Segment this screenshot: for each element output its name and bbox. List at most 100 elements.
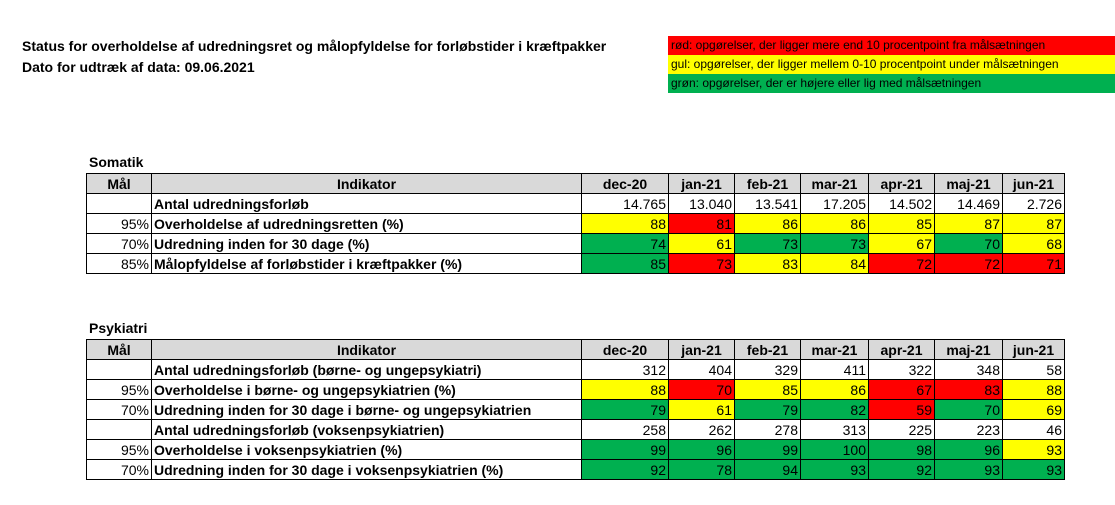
value-cell: 404 <box>668 359 735 380</box>
value-cell: 82 <box>800 399 869 420</box>
value-cell: 278 <box>734 419 801 440</box>
value-cell: 93 <box>800 459 869 480</box>
goal-cell <box>86 193 152 214</box>
section-title-somatik: Somatik <box>89 154 144 170</box>
table-row: 95% Overholdelse af udredningsretten (%) 8… <box>86 213 1065 234</box>
header-month: jun-21 <box>1002 339 1065 360</box>
indicator-cell: Overholdelse af udredningsretten (%) <box>151 213 582 234</box>
value-cell: 100 <box>800 439 869 460</box>
header-goal: Mål <box>86 339 152 360</box>
value-cell: 96 <box>668 439 735 460</box>
value-cell: 92 <box>581 459 669 480</box>
value-cell: 13.040 <box>668 193 735 214</box>
indicator-cell: Overholdelse i børne- og ungepsykiatrien… <box>151 379 582 400</box>
table-row: 85% Målopfyldelse af forløbstider i kræft… <box>86 253 1065 274</box>
value-cell: 14.765 <box>581 193 669 214</box>
header-month: maj-21 <box>934 339 1003 360</box>
value-cell: 70 <box>668 379 735 400</box>
report-title: Status for overholdelse af udredningsret… <box>22 38 607 54</box>
value-cell: 223 <box>934 419 1003 440</box>
value-cell: 92 <box>868 459 935 480</box>
header-month: feb-21 <box>734 173 801 194</box>
header-indicator: Indikator <box>151 173 582 194</box>
legend-yellow: gul: opgørelser, der ligger mellem 0-10 … <box>668 55 1115 74</box>
value-cell: 79 <box>581 399 669 420</box>
indicator-cell: Antal udredningsforløb (voksenpsykiatrie… <box>151 419 582 440</box>
table-header-row: Mål Indikator dec-20 jan-21 feb-21 mar-2… <box>86 173 1065 194</box>
psykiatri-table: Mål Indikator dec-20 jan-21 feb-21 mar-2… <box>86 339 1065 480</box>
somatik-table: Mål Indikator dec-20 jan-21 feb-21 mar-2… <box>86 173 1065 274</box>
report-date: Dato for udtræk af data: 09.06.2021 <box>22 59 255 75</box>
value-cell: 67 <box>868 233 935 254</box>
header-month: mar-21 <box>800 339 869 360</box>
goal-cell: 70% <box>86 233 152 254</box>
header-month: apr-21 <box>868 339 935 360</box>
value-cell: 73 <box>800 233 869 254</box>
value-cell: 93 <box>1002 439 1065 460</box>
value-cell: 258 <box>581 419 669 440</box>
value-cell: 85 <box>868 213 935 234</box>
indicator-cell: Udredning inden for 30 dage i voksenpsyk… <box>151 459 582 480</box>
value-cell: 69 <box>1002 399 1065 420</box>
value-cell: 411 <box>800 359 869 380</box>
legend-red: rød: opgørelser, der ligger mere end 10 … <box>668 36 1115 55</box>
goal-cell: 95% <box>86 213 152 234</box>
header-month: apr-21 <box>868 173 935 194</box>
value-cell: 81 <box>668 213 735 234</box>
value-cell: 88 <box>581 379 669 400</box>
indicator-cell: Antal udredningsforløb (børne- og ungeps… <box>151 359 582 380</box>
indicator-cell: Udredning inden for 30 dage (%) <box>151 233 582 254</box>
value-cell: 93 <box>1002 459 1065 480</box>
value-cell: 312 <box>581 359 669 380</box>
header-month: maj-21 <box>934 173 1003 194</box>
value-cell: 14.502 <box>868 193 935 214</box>
header-month: feb-21 <box>734 339 801 360</box>
header-goal: Mål <box>86 173 152 194</box>
value-cell: 73 <box>668 253 735 274</box>
table-header-row: Mål Indikator dec-20 jan-21 feb-21 mar-2… <box>86 339 1065 360</box>
value-cell: 88 <box>581 213 669 234</box>
value-cell: 46 <box>1002 419 1065 440</box>
value-cell: 72 <box>868 253 935 274</box>
goal-cell: 70% <box>86 459 152 480</box>
table-row: 70% Udredning inden for 30 dage i børne- … <box>86 399 1065 420</box>
value-cell: 2.726 <box>1002 193 1065 214</box>
value-cell: 84 <box>800 253 869 274</box>
value-cell: 70 <box>934 399 1003 420</box>
header-month: jun-21 <box>1002 173 1065 194</box>
value-cell: 87 <box>1002 213 1065 234</box>
value-cell: 225 <box>868 419 935 440</box>
value-cell: 72 <box>934 253 1003 274</box>
header-month: dec-20 <box>581 339 669 360</box>
value-cell: 67 <box>868 379 935 400</box>
table-row: 70% Udredning inden for 30 dage i voksenp… <box>86 459 1065 480</box>
table-row: Antal udredningsforløb (børne- og ungeps… <box>86 359 1065 380</box>
value-cell: 322 <box>868 359 935 380</box>
value-cell: 71 <box>1002 253 1065 274</box>
goal-cell: 70% <box>86 399 152 420</box>
report-header: Status for overholdelse af udredningsret… <box>22 36 606 78</box>
value-cell: 73 <box>734 233 801 254</box>
indicator-cell: Antal udredningsforløb <box>151 193 582 214</box>
value-cell: 83 <box>934 379 1003 400</box>
section-title-psykiatri: Psykiatri <box>89 320 148 336</box>
value-cell: 329 <box>734 359 801 380</box>
value-cell: 86 <box>800 379 869 400</box>
value-cell: 86 <box>734 213 801 234</box>
header-month: mar-21 <box>800 173 869 194</box>
value-cell: 99 <box>581 439 669 460</box>
header-month: jan-21 <box>668 339 735 360</box>
value-cell: 94 <box>734 459 801 480</box>
value-cell: 68 <box>1002 233 1065 254</box>
value-cell: 87 <box>934 213 1003 234</box>
goal-cell <box>86 419 152 440</box>
value-cell: 86 <box>800 213 869 234</box>
indicator-cell: Målopfyldelse af forløbstider i kræftpak… <box>151 253 582 274</box>
goal-cell: 95% <box>86 439 152 460</box>
goal-cell: 95% <box>86 379 152 400</box>
header-indicator: Indikator <box>151 339 582 360</box>
legend-green: grøn: opgørelser, der er højere eller li… <box>668 74 1115 93</box>
value-cell: 61 <box>668 233 735 254</box>
value-cell: 59 <box>868 399 935 420</box>
value-cell: 17.205 <box>800 193 869 214</box>
